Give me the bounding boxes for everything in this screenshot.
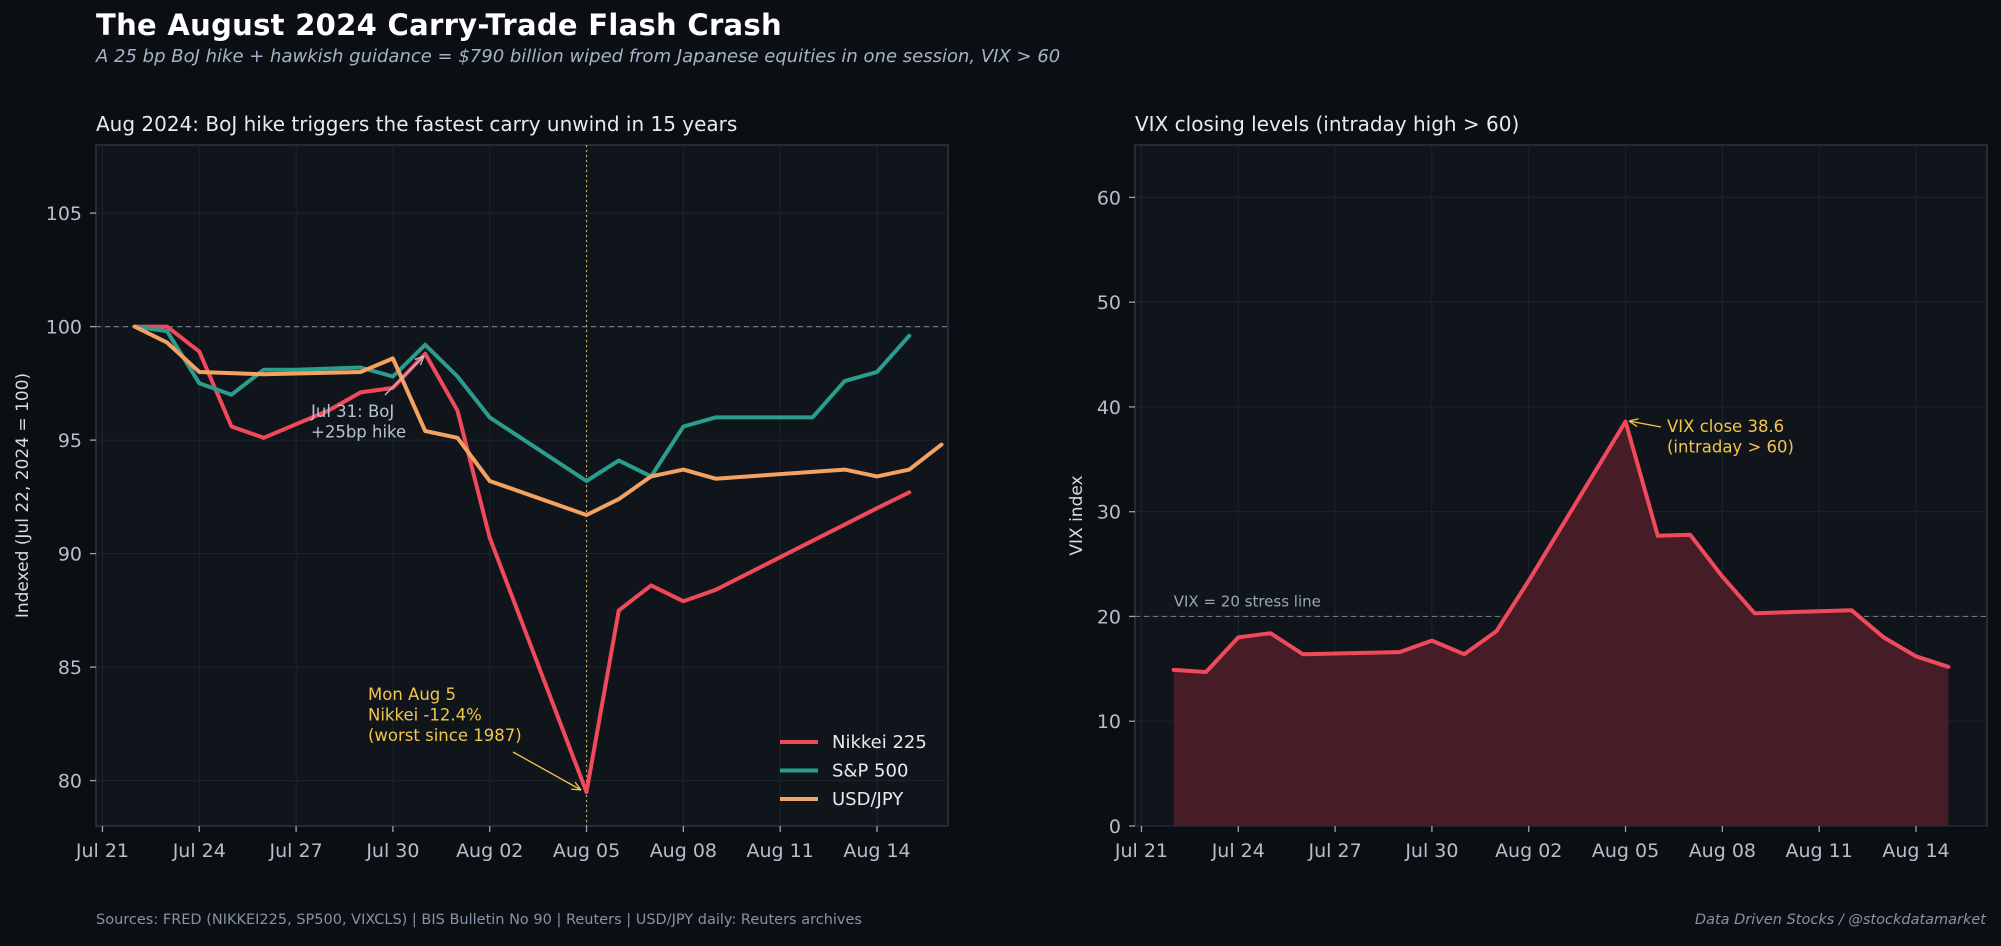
left-annotation-arrow (384, 355, 425, 396)
left-x-tick-label: Jul 24 (172, 840, 226, 862)
right-y-tick-label: 50 (1097, 292, 1121, 314)
left-y-tick-label: 85 (58, 657, 82, 679)
right-chart: 0 10 20 30 40 50 60 Jul 21 Jul 24 Jul 27 Jul 30 Aug… (1067, 144, 1988, 862)
right-chart-title: VIX closing levels (intraday high > 60) (1135, 112, 1520, 136)
left-y-tick-label: 90 (58, 544, 82, 566)
left-series-line-usd-jpy (132, 324, 944, 517)
right-y-tick-label: 40 (1097, 397, 1121, 419)
left-x-tick-label: Aug 11 (747, 840, 814, 862)
left-x-tick-label: Aug 02 (456, 840, 523, 862)
right-x-tick-label: Aug 05 (1592, 840, 1659, 862)
left-x-tick-label: Aug 14 (843, 840, 910, 862)
right-x-tick-label: Jul 21 (1114, 840, 1168, 862)
right-y-tick-label: 10 (1097, 711, 1121, 733)
right-x-tick-label: Aug 14 (1882, 840, 1949, 862)
left-y-tick-label: 100 (46, 317, 82, 339)
right-x-tick-label: Aug 02 (1495, 840, 1562, 862)
left-y-tick-label: 105 (46, 203, 82, 225)
left-annotation-arrowhead (414, 355, 425, 366)
left-y-axis-label: Indexed (Jul 22, 2024 = 100) (13, 373, 33, 618)
right-x-tick-label: Jul 27 (1308, 840, 1362, 862)
right-annotation-text: VIX close 38.6 (1667, 417, 1784, 436)
left-annotation-text: Nikkei -12.4% (368, 706, 482, 725)
left-x-tick-label: Aug 05 (553, 840, 620, 862)
right-annotation-text: (intraday > 60) (1667, 438, 1794, 457)
left-y-tick-label: 80 (58, 771, 82, 793)
right-x-tick-label: Aug 11 (1786, 840, 1853, 862)
right-x-tick-label: Jul 30 (1404, 840, 1458, 862)
credit-footer: Data Driven Stocks / @stockdatamarket (1694, 912, 1986, 928)
left-x-tick-label: Jul 21 (75, 840, 129, 862)
left-annotation-text: (worst since 1987) (368, 726, 522, 745)
left-annotation-arrow (512, 751, 582, 791)
legend-label: S&P 500 (832, 761, 908, 782)
right-y-tick-label: 20 (1097, 606, 1121, 628)
right-x-tick-label: Jul 24 (1211, 840, 1265, 862)
left-annotation-text: +25bp hike (311, 423, 406, 442)
left-annotation-text: Mon Aug 5 (368, 685, 456, 704)
left-chart-title: Aug 2024: BoJ hike triggers the fastest … (96, 112, 738, 136)
right-annotation-arrow (1628, 420, 1662, 428)
right-y-tick-label: 60 (1097, 187, 1121, 209)
left-annotation-arrowhead (571, 781, 582, 791)
left-x-tick-label: Jul 30 (365, 840, 419, 862)
left-x-tick-label: Aug 08 (650, 840, 717, 862)
right-y-tick-label: 30 (1097, 502, 1121, 524)
page-subtitle: A 25 bp BoJ hike + hawkish guidance = $7… (96, 46, 1061, 67)
legend-label: USD/JPY (832, 789, 904, 810)
left-chart: 80 85 90 95 100 105 Jul 21 Jul 24 Jul 27 Jul 30 Au… (13, 144, 949, 862)
left-annotation-text: Jul 31: BoJ (310, 402, 394, 421)
sources-footer: Sources: FRED (NIKKEI225, SP500, VIXCLS)… (96, 912, 862, 928)
legend-label: Nikkei 225 (832, 732, 927, 753)
left-series-line-s-p-500 (132, 324, 912, 483)
left-x-tick-label: Jul 27 (269, 840, 323, 862)
vix-area-fill (1173, 421, 1949, 826)
right-reference-line-label: VIX = 20 stress line (1174, 592, 1321, 610)
right-series-line-vix (1171, 419, 1951, 674)
left-series-line-nikkei-225 (132, 324, 912, 794)
left-y-tick-label: 95 (58, 430, 82, 452)
left-plot-area (95, 144, 949, 827)
page-title: The August 2024 Carry-Trade Flash Crash (96, 8, 782, 42)
right-x-tick-label: Aug 08 (1689, 840, 1756, 862)
right-annotation-arrowhead (1628, 418, 1639, 428)
right-y-axis-label: VIX index (1067, 475, 1087, 555)
right-y-tick-label: 0 (1109, 816, 1121, 838)
